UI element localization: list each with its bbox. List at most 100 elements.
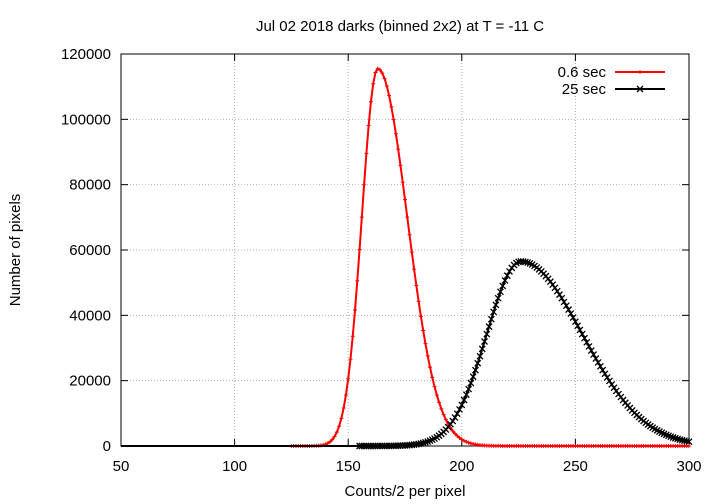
data-point: [467, 379, 475, 387]
data-point: [421, 438, 429, 446]
data-point: [490, 308, 498, 316]
data-point: [592, 355, 600, 363]
data-point: [483, 330, 491, 338]
data-point: [403, 197, 407, 202]
axis-ticks: 50 100 150 200 250 300 0 20000 40000 60000 80000 10…: [61, 46, 702, 475]
data-point: [418, 314, 423, 319]
data-point: [462, 391, 470, 399]
data-point: [562, 302, 570, 310]
data-point: [393, 131, 398, 136]
data-point: [343, 392, 348, 397]
data-point: [368, 99, 373, 104]
data-point: [478, 345, 486, 353]
data-point: [330, 437, 335, 442]
y-tick-label: 80000: [69, 177, 111, 194]
series-1: [121, 257, 693, 450]
data-point: [396, 147, 401, 152]
grid: [121, 54, 689, 446]
data-point: [425, 353, 430, 358]
series-0: [121, 66, 691, 448]
data-point: [456, 406, 463, 413]
data-point: [553, 287, 561, 295]
data-point: [565, 306, 573, 314]
data-point: [556, 291, 563, 299]
data-point: [587, 347, 595, 354]
data-point: [398, 163, 403, 168]
data-point: [339, 416, 344, 421]
data-point: [458, 401, 466, 409]
data-point: [571, 318, 579, 326]
data-point: [585, 342, 593, 350]
data-point: [375, 66, 380, 71]
data-point: [574, 322, 582, 330]
data-point: [503, 272, 511, 280]
data-point: [423, 341, 428, 346]
data-point: [494, 294, 502, 302]
data-point: [380, 71, 385, 76]
data-point: [443, 417, 448, 422]
data-point: [427, 365, 432, 370]
data-point: [355, 278, 360, 283]
data-point: [455, 433, 460, 438]
data-point: [384, 84, 389, 89]
data-point: [506, 267, 513, 275]
data-point: [437, 400, 442, 405]
data-point: [462, 438, 467, 443]
data-point: [499, 282, 507, 290]
data-point: [471, 366, 479, 374]
data-point: [594, 359, 602, 366]
data-point: [341, 406, 346, 411]
data-point: [459, 437, 464, 442]
data-point: [590, 351, 598, 359]
data-point: [421, 328, 426, 333]
data-point: [450, 428, 455, 433]
data-point: [685, 438, 693, 446]
data-point: [492, 301, 500, 309]
data-point: [636, 85, 644, 93]
data-point: [366, 123, 371, 128]
data-point: [464, 439, 469, 444]
data-point: [362, 182, 367, 187]
data-point: [350, 334, 355, 339]
x-tick-label: 300: [676, 458, 701, 475]
x-tick-label: 100: [222, 458, 247, 475]
y-tick-label: 120000: [61, 46, 111, 63]
data-point: [416, 299, 421, 304]
data-point: [400, 180, 405, 185]
series-line: [121, 260, 690, 447]
data-point: [348, 357, 353, 362]
legend-label: 0.6 sec: [558, 64, 607, 81]
data-point: [569, 314, 577, 322]
data-point: [496, 288, 504, 296]
y-tick-label: 60000: [69, 242, 111, 259]
x-tick-label: 200: [449, 458, 474, 475]
data-point: [581, 334, 588, 342]
data-point: [560, 298, 568, 306]
data-point: [576, 326, 584, 334]
data-point: [432, 384, 437, 389]
data-point: [610, 384, 618, 392]
data-point: [439, 406, 444, 411]
x-tick-label: 250: [563, 458, 588, 475]
data-point: [501, 277, 509, 284]
data-point: [441, 412, 446, 417]
data-point: [387, 93, 392, 98]
data-point: [451, 414, 459, 421]
data-point: [378, 67, 383, 72]
data-point: [371, 81, 376, 86]
y-tick-label: 0: [103, 438, 111, 455]
data-point: [466, 440, 471, 445]
data-point: [412, 267, 417, 272]
data-point: [608, 380, 616, 388]
data-point: [389, 104, 394, 109]
data-point: [449, 417, 457, 425]
plot-frame: [120, 53, 690, 447]
x-axis-label: Counts/2 per pixel: [345, 483, 466, 500]
data-point: [687, 444, 691, 448]
data-point: [469, 373, 477, 381]
data-point: [460, 396, 468, 404]
x-tick-label: 50: [113, 458, 130, 475]
data-point: [414, 283, 419, 288]
data-point: [353, 308, 358, 313]
